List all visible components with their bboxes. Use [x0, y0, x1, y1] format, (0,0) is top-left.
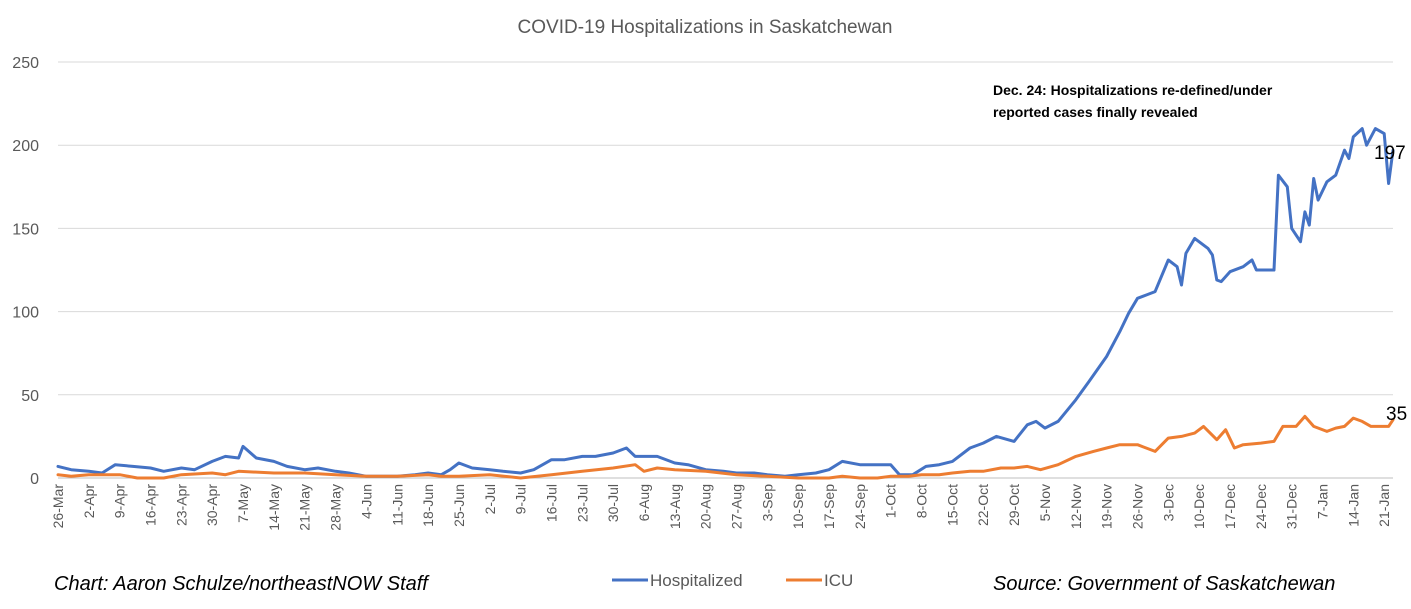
x-tick-label: 20-Aug — [698, 484, 714, 529]
x-tick-label: 29-Oct — [1006, 484, 1022, 526]
x-tick-label: 9-Jul — [513, 484, 529, 514]
legend-hospitalized-label: Hospitalized — [650, 571, 743, 590]
x-axis-ticks: 26-Mar 2-Apr 9-Apr 16-Apr 23-Apr 30-Apr 7-May 1… — [50, 484, 1392, 531]
x-tick-label: 21-Jan — [1376, 484, 1392, 527]
y-tick-label: 200 — [12, 138, 39, 155]
series-line-hospitalized — [56, 127, 1395, 478]
y-tick-label: 0 — [30, 471, 39, 488]
x-tick-label: 28-May — [328, 484, 344, 531]
x-tick-label: 5-Nov — [1037, 484, 1053, 521]
x-tick-label: 2-Jul — [482, 484, 498, 514]
y-tick-label: 150 — [12, 221, 39, 238]
x-tick-label: 13-Aug — [667, 484, 683, 529]
x-tick-label: 30-Apr — [204, 484, 220, 526]
x-tick-label: 31-Dec — [1284, 484, 1300, 529]
annotation-dec24: Dec. 24: Hospitalizations re-defined/und… — [993, 82, 1276, 120]
x-tick-label: 26-Mar — [50, 484, 66, 529]
x-tick-label: 17-Dec — [1222, 484, 1238, 529]
x-tick-label: 10-Sep — [790, 484, 806, 529]
x-tick-label: 10-Dec — [1191, 484, 1207, 529]
x-tick-label: 1-Oct — [883, 484, 899, 518]
x-tick-label: 25-Jun — [451, 484, 467, 527]
y-tick-label: 100 — [12, 305, 39, 322]
series-line-icu — [56, 414, 1395, 480]
x-tick-label: 4-Jun — [358, 484, 374, 519]
x-tick-label: 14-May — [266, 484, 282, 531]
gridlines — [58, 61, 1393, 479]
annotation-line-2: reported cases finally revealed — [993, 104, 1198, 120]
x-tick-label: 30-Jul — [605, 484, 621, 522]
x-tick-label: 11-Jun — [389, 484, 405, 526]
x-tick-label: 22-Oct — [975, 484, 991, 526]
hospitalized-end-label: 197 — [1374, 143, 1406, 164]
x-tick-label: 3-Sep — [759, 484, 775, 522]
icu-end-label: 35 — [1386, 404, 1407, 425]
y-tick-label: 50 — [21, 388, 39, 405]
x-tick-label: 6-Aug — [636, 484, 652, 521]
x-tick-label: 23-Jul — [574, 484, 590, 522]
legend: Hospitalized ICU — [612, 571, 853, 590]
x-tick-label: 18-Jun — [420, 484, 436, 527]
annotation-line-1: Dec. 24: Hospitalizations re-defined/und… — [993, 82, 1273, 98]
x-tick-label: 2-Apr — [81, 484, 97, 519]
x-tick-label: 14-Jan — [1345, 484, 1361, 527]
x-tick-label: 24-Sep — [852, 484, 868, 529]
x-tick-label: 16-Jul — [543, 484, 559, 522]
x-tick-label: 21-May — [297, 484, 313, 531]
x-tick-label: 12-Nov — [1068, 484, 1084, 529]
x-tick-label: 23-Apr — [173, 484, 189, 526]
footer-source: Source: Government of Saskatchewan — [993, 573, 1335, 595]
x-tick-label: 16-Apr — [143, 484, 159, 526]
y-axis-ticks: 0 50 100 150 200 250 — [12, 55, 39, 488]
x-tick-label: 17-Sep — [821, 484, 837, 529]
series-layer — [56, 127, 1395, 480]
y-tick-label: 250 — [12, 55, 39, 72]
footer-credit: Chart: Aaron Schulze/northeastNOW Staff — [54, 573, 430, 595]
x-tick-label: 7-Jan — [1315, 484, 1331, 519]
x-tick-label: 9-Apr — [112, 484, 128, 519]
x-tick-label: 24-Dec — [1253, 484, 1269, 529]
x-tick-label: 26-Nov — [1129, 484, 1145, 529]
x-tick-label: 3-Dec — [1160, 484, 1176, 521]
x-tick-label: 19-Nov — [1099, 484, 1115, 529]
legend-icu-label: ICU — [824, 571, 853, 590]
x-tick-label: 7-May — [235, 484, 251, 523]
x-tick-label: 15-Oct — [944, 484, 960, 526]
chart-title: COVID-19 Hospitalizations in Saskatchewa… — [518, 17, 893, 38]
x-tick-label: 8-Oct — [914, 484, 930, 518]
x-tick-label: 27-Aug — [729, 484, 745, 529]
